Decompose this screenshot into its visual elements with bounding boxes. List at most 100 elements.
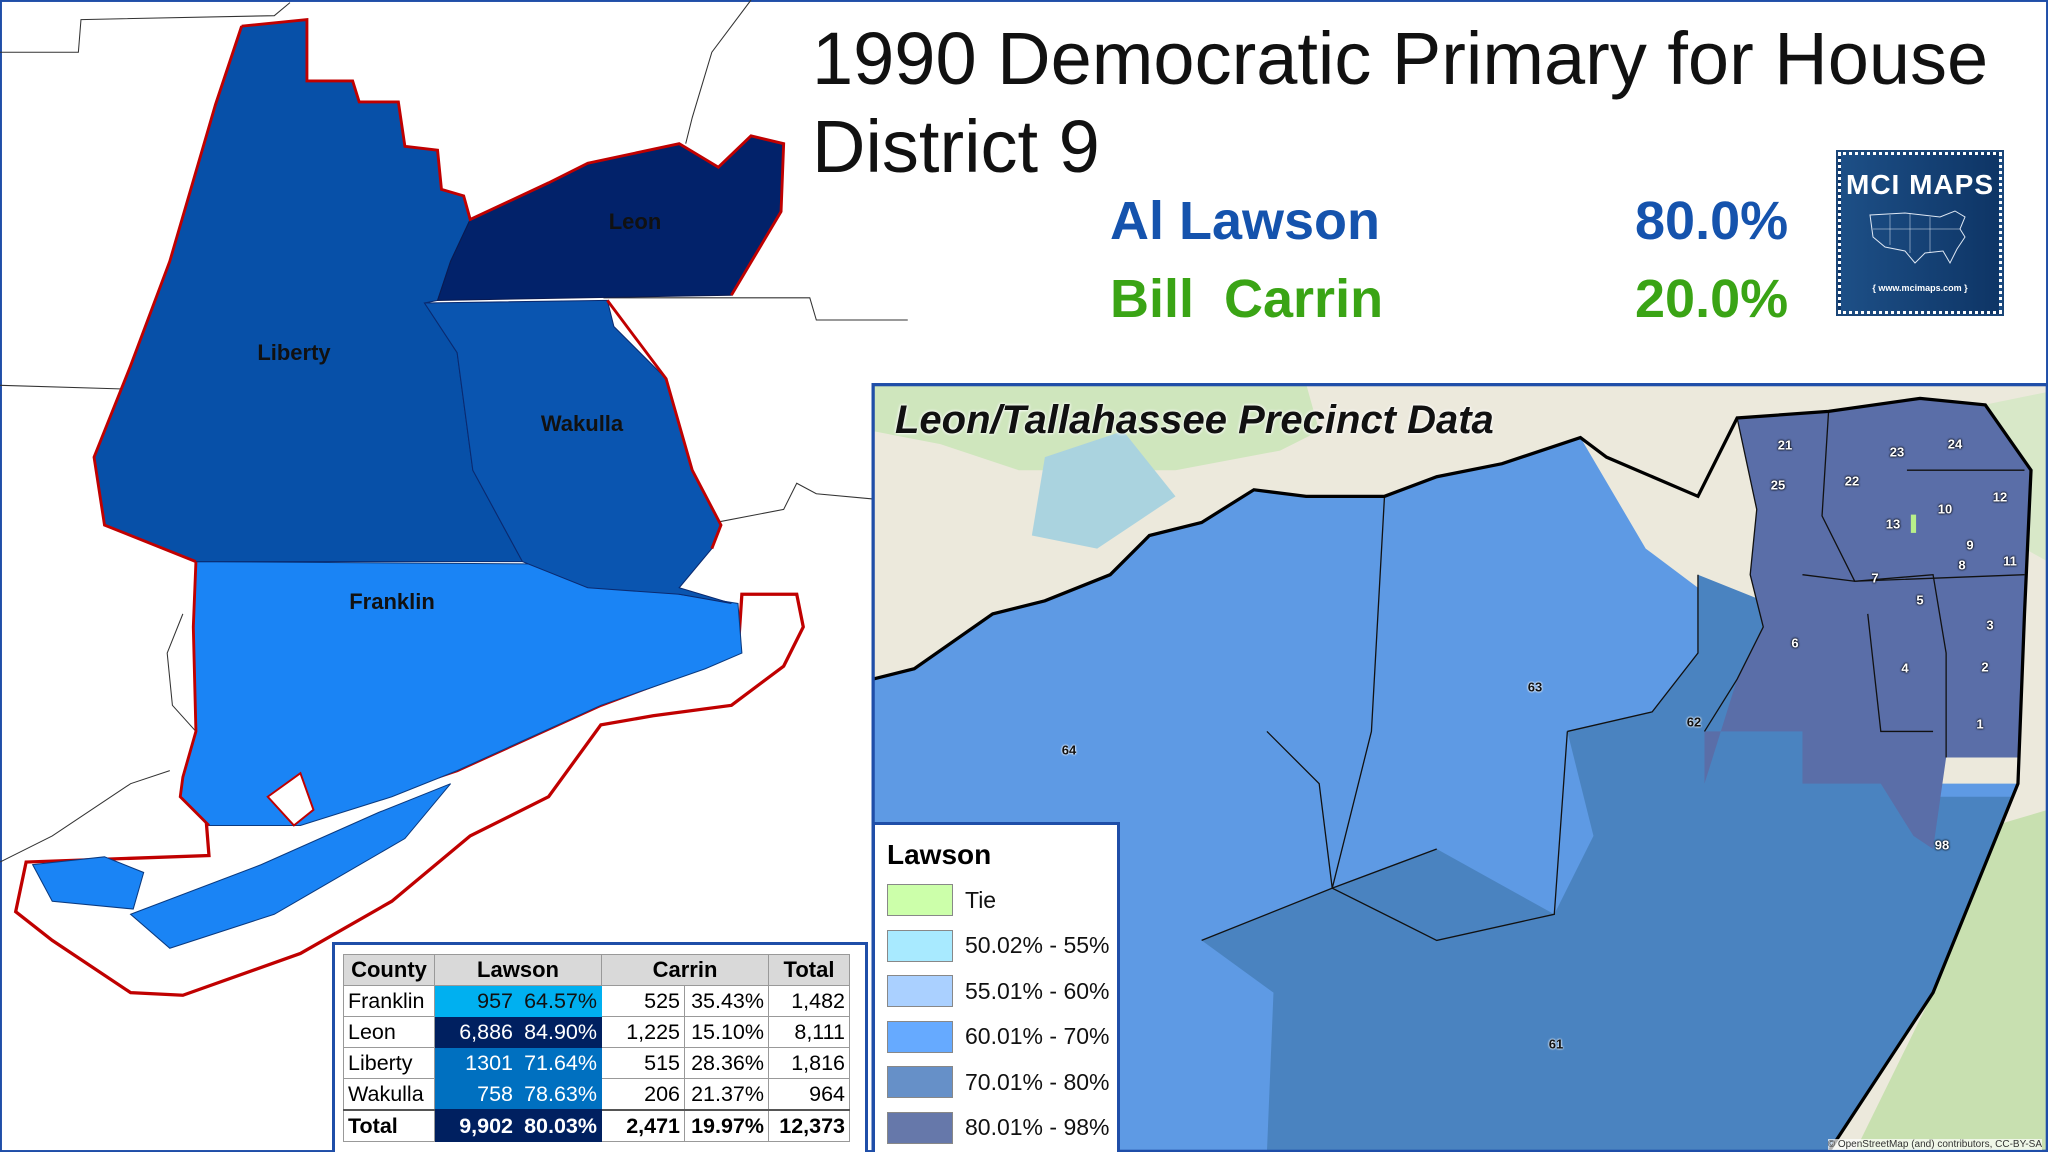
- legend-swatch: [887, 884, 953, 916]
- precinct-label-98: 98: [1934, 837, 1950, 853]
- table-row: Leon 6,886 84.90% 1,225 15.10% 8,111: [343, 1016, 850, 1048]
- results-table: County Lawson Carrin Total Franklin 957 64…: [343, 954, 850, 1142]
- cell-total: 964: [768, 1078, 850, 1111]
- map-title-line1: 1990 Democratic Primary for House: [812, 17, 1989, 100]
- table-header-row: County Lawson Carrin Total: [343, 954, 850, 986]
- neighbor-county-lines: [0, 0, 908, 863]
- legend-swatch: [887, 975, 953, 1007]
- cell-carrin-pct: 28.36%: [684, 1047, 769, 1079]
- legend-item: Tie: [887, 883, 996, 917]
- precinct-label-8: 8: [1958, 557, 1966, 573]
- precinct-label-7: 7: [1871, 570, 1879, 586]
- legend-label: 55.01% - 60%: [965, 977, 1110, 1004]
- legend-item: 70.01% - 80%: [887, 1065, 1109, 1099]
- cell-lawson-votes: 1301: [434, 1047, 518, 1079]
- cell-total: 8,111: [768, 1016, 850, 1048]
- county-wakulla[interactable]: [423, 299, 732, 604]
- usa-map-icon: [1869, 210, 1966, 265]
- precinct-label-9: 9: [1966, 537, 1974, 553]
- cell-lawson-pct: 78.63%: [517, 1078, 602, 1111]
- logo-url: { www.mcimaps.com }: [1872, 283, 1968, 293]
- precinct-label-10: 10: [1937, 501, 1953, 517]
- legend-label: 50.02% - 55%: [965, 932, 1110, 958]
- cell-lawson-votes: 6,886: [434, 1016, 518, 1048]
- precinct-label-22: 22: [1844, 473, 1860, 489]
- legend-swatch: [887, 1111, 953, 1144]
- legend-title: Lawson: [887, 839, 992, 870]
- cell-lawson-pct: 64.57%: [517, 985, 602, 1017]
- county-label-leon: Leon: [608, 209, 662, 234]
- precinct-label-63: 63: [1527, 679, 1543, 695]
- header-carrin: Carrin: [601, 954, 769, 986]
- county-label-franklin: Franklin: [349, 589, 435, 614]
- cell-carrin-votes: 515: [601, 1047, 685, 1079]
- precinct-label-13: 13: [1885, 516, 1901, 532]
- results-table-panel: County Lawson Carrin Total Franklin 957 64…: [332, 942, 868, 1152]
- precinct-label-5: 5: [1916, 592, 1924, 608]
- cell-lawson-pct: 71.64%: [517, 1047, 602, 1079]
- header-lawson: Lawson: [434, 954, 602, 986]
- tie-precinct: [1910, 514, 1917, 533]
- county-label-liberty: Liberty: [257, 340, 331, 365]
- cell-carrin-votes: 525: [601, 985, 685, 1017]
- precinct-label-64: 64: [1061, 742, 1077, 758]
- cell-lawson-votes: 9,902: [434, 1109, 518, 1142]
- county-franklin-island: [31, 856, 145, 910]
- district-outline: [92, 18, 786, 827]
- legend-label: 80.01% - 98%: [965, 1114, 1110, 1140]
- legend-swatch: [887, 1066, 953, 1098]
- table-row: Total 9,902 80.03% 2,471 19.97% 12,373: [343, 1109, 850, 1142]
- header-total: Total: [768, 954, 850, 986]
- cell-carrin-pct: 21.37%: [684, 1078, 769, 1111]
- candidate-name-lawson: Al Lawson: [1110, 191, 1381, 251]
- precinct-label-25: 25: [1770, 477, 1786, 493]
- cell-total: 1,482: [768, 985, 850, 1017]
- cell-total: 12,373: [768, 1109, 850, 1142]
- precinct-label-3: 3: [1986, 617, 1994, 633]
- precinct-label-61: 61: [1548, 1036, 1564, 1052]
- candidate-name-carrin: Bill Carrin: [1110, 269, 1384, 329]
- map-title-line2: District 9: [812, 105, 1100, 188]
- cell-carrin-pct: 35.43%: [684, 985, 769, 1017]
- cell-county: Wakulla: [343, 1078, 435, 1111]
- legend-label: Tie: [965, 886, 997, 913]
- cell-carrin-pct: 15.10%: [684, 1016, 769, 1048]
- county-franklin-island: [129, 783, 452, 949]
- table-row: Liberty 1301 71.64% 515 28.36% 1,816: [343, 1047, 850, 1079]
- cell-total: 1,816: [768, 1047, 850, 1079]
- cell-county: Leon: [343, 1016, 435, 1048]
- table-row: Wakulla 758 78.63% 206 21.37% 964: [343, 1078, 850, 1111]
- precinct-label-62: 62: [1686, 714, 1702, 730]
- logo-text: MCI MAPS: [1846, 169, 1994, 200]
- cell-county: Total: [343, 1109, 435, 1142]
- cell-carrin-votes: 206: [601, 1078, 685, 1111]
- cell-carrin-votes: 2,471: [601, 1109, 685, 1142]
- precinct-label-4: 4: [1901, 660, 1909, 676]
- county-label-wakulla: Wakulla: [540, 411, 624, 436]
- legend-label: 60.01% - 70%: [965, 1023, 1110, 1049]
- legend-item: 50.02% - 55%: [887, 929, 1109, 963]
- legend-item: 80.01% - 98%: [887, 1111, 1109, 1145]
- precinct-label-21: 21: [1777, 437, 1793, 453]
- cell-county: Franklin: [343, 985, 435, 1017]
- cell-lawson-votes: 758: [434, 1078, 518, 1111]
- precinct-label-6: 6: [1791, 635, 1799, 651]
- precinct-label-24: 24: [1947, 436, 1963, 452]
- legend-item: 60.01% - 70%: [887, 1020, 1109, 1054]
- cell-lawson-pct: 84.90%: [517, 1016, 602, 1048]
- precinct-map-title: Leon/Tallahassee Precinct Data: [895, 398, 1494, 442]
- cell-lawson-votes: 957: [434, 985, 518, 1017]
- precinct-label-1: 1: [1976, 716, 1984, 732]
- cell-carrin-pct: 19.97%: [684, 1109, 769, 1142]
- cell-lawson-pct: 80.03%: [517, 1109, 602, 1142]
- legend-label: 70.01% - 80%: [965, 1068, 1110, 1095]
- bay-inlet: [266, 771, 315, 827]
- cell-carrin-votes: 1,225: [601, 1016, 685, 1048]
- cell-county: Liberty: [343, 1047, 435, 1079]
- precinct-label-23: 23: [1889, 444, 1905, 460]
- mci-maps-logo: MCI MAPS { www.mcimaps.com }: [1836, 150, 2004, 316]
- legend-swatch: [887, 929, 953, 962]
- legend: Lawson Tie 50.02% - 55% 55.01% - 60% 60.01%…: [872, 822, 1120, 1152]
- precinct-label-2: 2: [1981, 659, 1989, 675]
